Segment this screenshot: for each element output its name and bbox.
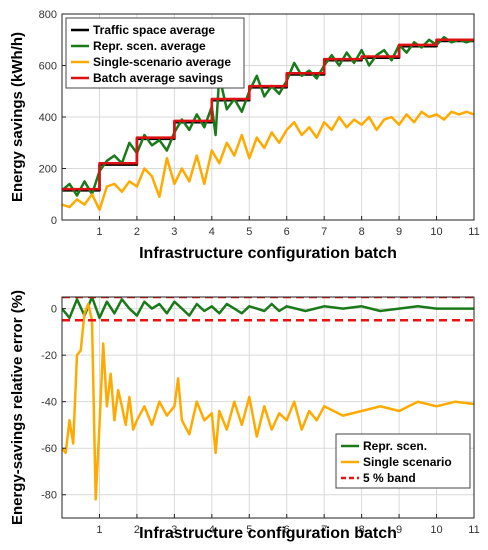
x-tick-label: 3 xyxy=(171,524,177,536)
y-tick-label: -80 xyxy=(41,490,57,502)
error-chart-legend: Repr. scen. Single scenario 5 % band xyxy=(335,433,471,489)
x-tick-label: 2 xyxy=(134,226,140,238)
x-tick-label: 2 xyxy=(134,524,140,536)
x-tick-label: 10 xyxy=(430,524,442,536)
x-tick-label: 11 xyxy=(468,226,479,238)
x-tick-label: 4 xyxy=(209,226,215,238)
x-tick-label: 6 xyxy=(284,226,290,238)
x-tick-label: 1 xyxy=(96,226,102,238)
savings-chart-x-label: Infrastructure configuration batch xyxy=(139,245,397,262)
y-tick-label: 600 xyxy=(39,61,57,73)
savings-chart-series xyxy=(62,35,474,211)
error-chart: 1 2 3 4 5 6 7 8 9 10 11 0 -20 -40 -60 -80 Infrastructur… xyxy=(9,290,480,542)
savings-chart-legend: Traffic space average Repr. scen. average… xyxy=(65,17,245,89)
x-tick-label: 10 xyxy=(430,226,442,238)
y-tick-label: 200 xyxy=(39,164,57,176)
legend-entry-label: Repr. scen. xyxy=(363,439,427,453)
legend-entry-label: 5 % band xyxy=(363,471,416,485)
legend-entry-label: Single scenario xyxy=(363,455,452,469)
savings-chart-y-label: Energy savings (kWh/h) xyxy=(9,32,26,202)
x-tick-label: 4 xyxy=(209,524,215,536)
y-tick-label: 400 xyxy=(39,112,57,124)
x-tick-label: 1 xyxy=(96,524,102,536)
series-single-scenario-line xyxy=(62,302,474,501)
savings-chart-ticks: 1 2 3 4 5 6 7 8 9 10 11 0 200 400 600 800 xyxy=(39,9,480,238)
savings-chart: 1 2 3 4 5 6 7 8 9 10 11 0 200 400 600 800 Infrastructur… xyxy=(9,9,480,262)
y-tick-label: -20 xyxy=(41,350,57,362)
y-tick-label: 0 xyxy=(51,215,57,227)
y-tick-label: 800 xyxy=(39,9,57,21)
x-tick-label: 7 xyxy=(321,226,327,238)
legend-box xyxy=(65,17,245,89)
x-tick-label: 9 xyxy=(396,524,402,536)
legend-entry-label: Single-scenario average xyxy=(93,55,231,69)
x-tick-label: 5 xyxy=(246,524,252,536)
series-repr-scen-average-line xyxy=(62,35,474,197)
error-chart-series xyxy=(62,297,474,501)
error-chart-ticks: 1 2 3 4 5 6 7 8 9 10 11 0 -20 -40 -60 -80 xyxy=(41,304,480,536)
legend-entry-label: Batch average savings xyxy=(93,71,223,85)
error-chart-y-label: Energy-savings relative error (%) xyxy=(9,290,26,525)
series-batch-average-savings-line xyxy=(62,38,474,191)
x-tick-label: 6 xyxy=(284,524,290,536)
y-tick-label: 0 xyxy=(51,304,57,316)
series-repr-scen-line xyxy=(62,297,474,320)
x-tick-label: 8 xyxy=(359,226,365,238)
y-tick-label: -60 xyxy=(41,443,57,455)
y-tick-label: -40 xyxy=(41,397,57,409)
legend-entry-label: Traffic space average xyxy=(93,23,215,37)
x-tick-label: 11 xyxy=(468,524,479,536)
x-tick-label: 9 xyxy=(396,226,402,238)
series-single-scenario-average-line xyxy=(62,110,474,211)
x-tick-label: 7 xyxy=(321,524,327,536)
x-tick-label: 5 xyxy=(246,226,252,238)
error-chart-x-label: Infrastructure configuration batch xyxy=(139,525,397,542)
error-chart-axes xyxy=(61,296,475,519)
x-tick-label: 3 xyxy=(171,226,177,238)
legend-entry-label: Repr. scen. average xyxy=(93,39,206,53)
x-tick-label: 8 xyxy=(359,524,365,536)
